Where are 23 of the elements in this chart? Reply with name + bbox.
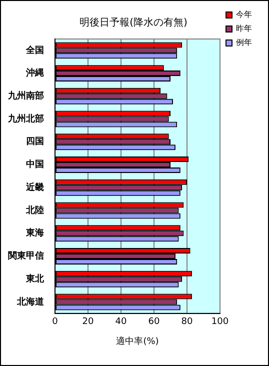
y-tick-label: 関東甲信 (8, 250, 44, 262)
y-tick-label: 全国 (25, 44, 44, 56)
y-tick-label: 沖縄 (25, 68, 44, 79)
y-tick-label: 九州南部 (7, 90, 44, 102)
legend-label: 例年 (236, 38, 252, 48)
y-tick-label: 北陸 (25, 204, 44, 216)
y-tick-label: 九州北部 (7, 113, 44, 124)
x-tick-label: 40 (115, 317, 127, 328)
y-tick-label: 北海道 (16, 296, 45, 308)
x-tick-label: 60 (148, 317, 160, 328)
y-tick-label: 中国 (26, 159, 44, 170)
x-tick-label: 0 (52, 317, 58, 328)
x-tick-label: 20 (82, 317, 94, 328)
y-tick-label: 近畿 (25, 182, 44, 193)
legend-label: 今年 (236, 10, 252, 20)
legend-label: 昨年 (236, 24, 252, 34)
y-tick-label: 東海 (25, 228, 44, 239)
x-tick-label: 80 (181, 317, 193, 328)
y-tick-label: 四国 (26, 136, 44, 148)
y-tick-label: 東北 (25, 273, 45, 284)
x-axis-title: 適中率(%) (116, 336, 159, 347)
x-tick-label: 100 (211, 317, 229, 328)
chart-title: 明後日予報(降水の有無) (80, 16, 188, 29)
